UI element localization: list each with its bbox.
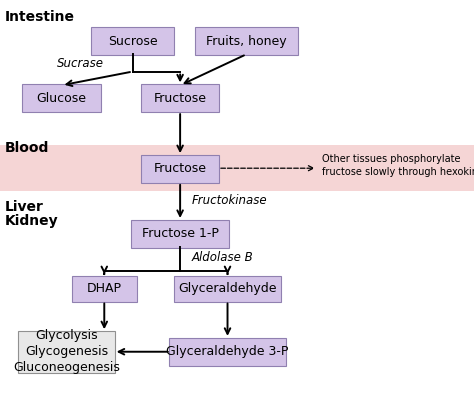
FancyBboxPatch shape <box>131 220 229 248</box>
Text: Fructokinase: Fructokinase <box>192 194 268 207</box>
FancyBboxPatch shape <box>195 27 298 55</box>
Text: Sucrose: Sucrose <box>108 35 157 48</box>
FancyBboxPatch shape <box>141 84 219 112</box>
Text: DHAP: DHAP <box>87 282 122 296</box>
Text: Other tissues phosphorylate
fructose slowly through hexokinase: Other tissues phosphorylate fructose slo… <box>322 154 474 178</box>
Text: Sucrase: Sucrase <box>57 57 104 70</box>
Text: Liver: Liver <box>5 200 44 215</box>
FancyBboxPatch shape <box>22 84 101 112</box>
Text: Kidney: Kidney <box>5 214 58 228</box>
Text: Glyceraldehyde: Glyceraldehyde <box>178 282 277 296</box>
Text: Glucose: Glucose <box>36 92 87 105</box>
FancyBboxPatch shape <box>91 27 174 55</box>
Text: Fruits, honey: Fruits, honey <box>206 35 287 48</box>
FancyBboxPatch shape <box>169 338 286 365</box>
Text: Glyceraldehyde 3-P: Glyceraldehyde 3-P <box>166 345 289 358</box>
Text: Fructose: Fructose <box>154 162 207 176</box>
Text: Fructose 1-P: Fructose 1-P <box>142 227 219 241</box>
FancyBboxPatch shape <box>141 155 219 183</box>
Text: Aldolase B: Aldolase B <box>192 251 254 264</box>
Bar <box>0 145 474 191</box>
FancyBboxPatch shape <box>174 276 281 302</box>
Text: Glycolysis
Glycogenesis
Gluconeogenesis: Glycolysis Glycogenesis Gluconeogenesis <box>13 329 120 374</box>
FancyBboxPatch shape <box>18 331 115 373</box>
Text: Fructose: Fructose <box>154 92 207 105</box>
Text: Blood: Blood <box>5 141 49 156</box>
FancyBboxPatch shape <box>72 276 137 302</box>
Text: Intestine: Intestine <box>5 10 75 24</box>
